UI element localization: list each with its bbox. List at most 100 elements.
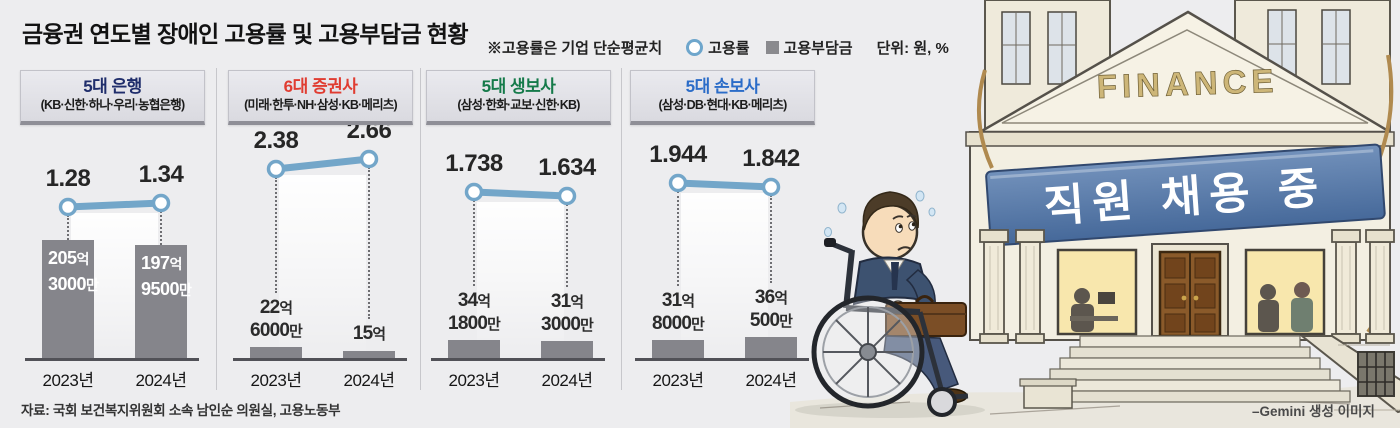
levy-label-line: 31억	[661, 290, 695, 311]
levy-bar-label: 31억 8000만	[630, 290, 726, 336]
chart-legend: ※고용률은 기업 단순평균치 고용률 고용부담금 단위: 원, %	[487, 37, 949, 58]
page-title: 금융권 연도별 장애인 고용률 및 고용부담금 현황	[22, 21, 469, 47]
dotted-guide	[368, 167, 370, 319]
levy-bar-label: 31억 3000만	[519, 291, 615, 337]
unit-suffix: 만	[86, 277, 99, 293]
unit-suffix: 만	[289, 324, 303, 340]
panel-title: 5대 손보사	[685, 77, 760, 96]
rate-point-marker	[151, 193, 171, 213]
legend-levy: 고용부담금	[765, 37, 853, 58]
panel-subtitle: (삼성·한화·교보·신한·KB)	[457, 98, 580, 112]
year-label: 2023년	[448, 371, 500, 390]
levy-label-line: 6000만	[250, 320, 303, 341]
unit-suffix: 억	[570, 295, 584, 311]
levy-bar	[448, 340, 500, 358]
dotted-guide	[770, 195, 772, 283]
teller-window-left	[1056, 248, 1138, 336]
levy-label-line: 3000만	[541, 314, 594, 335]
levy-bar: 197억 9500만	[135, 245, 192, 358]
panel-header: 5대 손보사 (삼성·DB·현대·KB·메리츠)	[630, 70, 815, 125]
levy-bar: 205억 3000만	[42, 240, 99, 358]
rate-value-label: 1.28	[45, 165, 91, 192]
levy-label-line: 36억	[754, 287, 788, 308]
levy-label-line: 197억	[141, 253, 183, 273]
panel-divider	[420, 68, 421, 390]
hiring-banner: 직원 채용 중	[985, 143, 1386, 247]
panel-2: 22억 6000만 2.38 2023년 15억 2.66 2024년 6대 증권사 (미래·한…	[228, 0, 413, 428]
unit-suffix: 억	[279, 301, 293, 317]
legend-note: ※고용률은 기업 단순평균치	[487, 40, 663, 57]
panel-divider	[621, 68, 622, 390]
wheel	[811, 295, 925, 409]
legend-rate-label: 고용률	[708, 40, 750, 57]
levy-label-line: 22억	[259, 297, 293, 318]
levy-label-line: 3000만	[48, 274, 99, 294]
dotted-guide	[67, 215, 69, 240]
panel-header: 5대 생보사 (삼성·한화·교보·신한·KB)	[426, 70, 611, 125]
unit-suffix: 만	[179, 282, 192, 298]
levy-label-line: 8000만	[652, 313, 705, 334]
panel-subtitle: (삼성·DB·현대·KB·메리츠)	[658, 98, 788, 112]
panel-3: 34억 1800만 1.738 2023년 31억 3000만 1.634 2024년 5대 생…	[426, 0, 611, 428]
building-sign-text: FINANCE	[1096, 62, 1279, 105]
unit-suffix: 만	[487, 317, 501, 333]
bank-building: FINANCE 직원 채용 중	[965, 0, 1400, 414]
levy-bar	[250, 347, 302, 358]
legend-levy-label: 고용부담금	[783, 40, 853, 57]
image-caption: –Gemini 생성 이미지	[1252, 403, 1375, 419]
rate-value-label: 1.842	[742, 145, 800, 172]
levy-label-line: 205억	[48, 248, 90, 268]
axis-baseline	[635, 358, 809, 361]
year-label: 2024년	[745, 371, 797, 390]
unit-suffix: 억	[169, 256, 183, 272]
wheelchair-man	[795, 190, 985, 418]
panel-4: 31억 8000만 1.944 2023년 36억 500만 1.842 2024년 5대 손보…	[630, 0, 815, 428]
panel-subtitle: (미래·한투·NH·삼성·KB·메리츠)	[244, 98, 398, 112]
dotted-guide	[473, 200, 475, 286]
sweat-drops	[824, 190, 936, 237]
spotlight	[681, 193, 768, 358]
dotted-guide	[160, 211, 162, 245]
year-label: 2023년	[42, 371, 94, 390]
rate-value-label: 2.38	[253, 127, 299, 154]
columns	[979, 229, 1395, 344]
steps	[1029, 335, 1351, 403]
dotted-guide	[275, 177, 277, 293]
year-label: 2024년	[135, 371, 187, 390]
legend-employment-rate: 고용률	[686, 37, 750, 58]
axis-baseline	[25, 358, 199, 361]
rate-point-marker	[668, 173, 688, 193]
levy-bar-label: 36억 500만	[723, 287, 819, 333]
unit-suffix: 만	[779, 314, 793, 330]
axis-baseline	[233, 358, 407, 361]
unit-suffix: 만	[580, 318, 594, 334]
year-label: 2024년	[343, 371, 395, 390]
levy-bar-label: 205억 3000만	[42, 240, 99, 298]
teller-window-right	[1244, 248, 1326, 336]
panel-1: 205억 3000만 1.28 2023년 197억 9500만 1.34 2024년 5대 은…	[20, 0, 205, 428]
unit-suffix: 만	[691, 317, 705, 333]
levy-label-line: 31억	[550, 291, 584, 312]
unit-suffix: 억	[76, 251, 90, 267]
spotlight	[477, 202, 564, 358]
rate-value-label: 1.944	[649, 141, 707, 168]
rate-point-marker	[359, 149, 379, 169]
unit-suffix: 억	[477, 294, 491, 310]
unit-label: 단위: 원, %	[876, 40, 949, 57]
source-note: 자료: 국회 보건복지위원회 소속 남인순 의원실, 고용노동부	[21, 403, 341, 418]
levy-label-line: 1800만	[448, 313, 501, 334]
levy-bar-label: 34억 1800만	[426, 290, 522, 336]
unit-suffix: 억	[774, 291, 788, 307]
unit-suffix: 억	[681, 294, 695, 310]
rate-value-label: 1.738	[445, 150, 503, 177]
levy-bar-label: 15억	[321, 323, 417, 346]
levy-bar-label: 22억 6000만	[228, 297, 324, 343]
bank-illustration: FINANCE 직원 채용 중	[790, 0, 1400, 428]
rate-value-label: 1.34	[138, 161, 184, 188]
spotlight	[279, 175, 366, 358]
levy-bar	[343, 351, 395, 358]
levy-label-line: 34억	[457, 290, 491, 311]
panel-title: 5대 은행	[83, 77, 142, 96]
levy-bar-label: 197억 9500만	[135, 245, 192, 303]
